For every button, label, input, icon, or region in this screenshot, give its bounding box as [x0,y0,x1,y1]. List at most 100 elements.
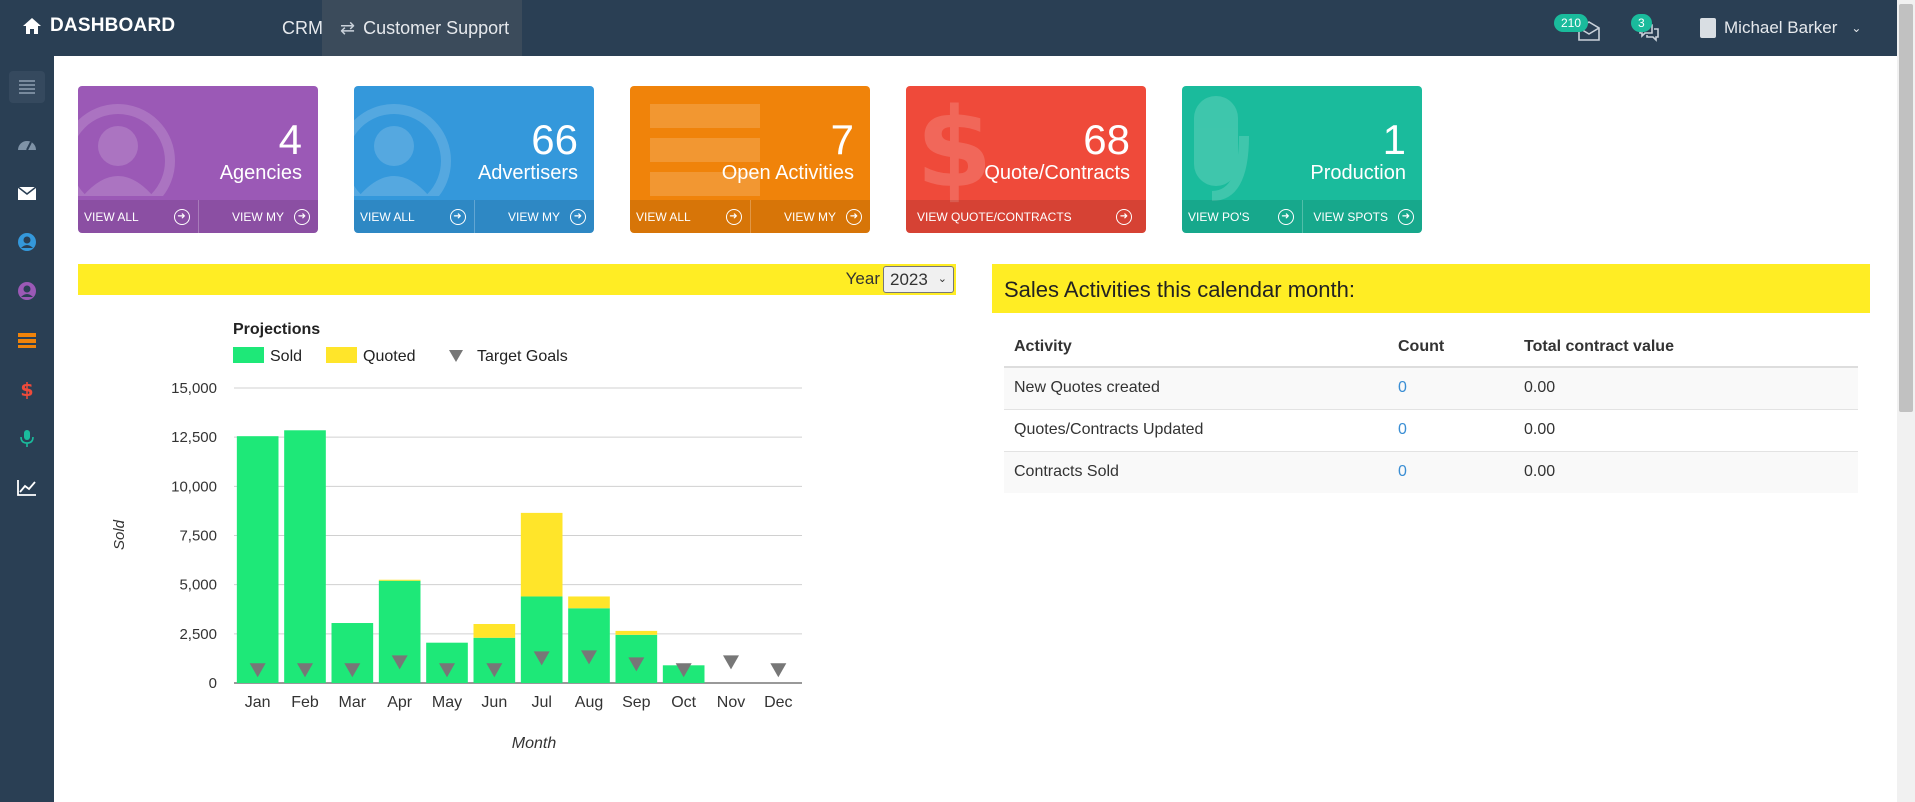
tile-label: Production [1310,162,1406,184]
activity-cell: Quotes/Contracts Updated [1004,408,1388,451]
brand-label: DASHBOARD [50,15,176,36]
y-tick-label: 5,000 [179,577,217,594]
tile-count: 66 [531,116,578,163]
sidebar: $ [0,56,54,802]
x-tick-label: May [432,694,462,711]
view-all-activities-link[interactable]: VIEW ALL ➜ [630,200,750,233]
bar-quoted [473,624,516,638]
sidebar-item-advertisers[interactable] [0,227,54,257]
mail-count-badge: 210 [1554,14,1589,32]
view-spots-link[interactable]: VIEW SPOTS ➜ [1301,200,1423,233]
user-icon [78,104,175,196]
tile-count: 7 [830,116,854,163]
x-tick-label: Apr [387,694,413,711]
swap-arrows-icon: ⇄ [340,17,356,38]
link-label: VIEW MY [783,209,836,224]
dashboard-link[interactable]: DASHBOARD [22,15,175,37]
menu-icon [19,80,35,94]
nav-customer-support[interactable]: ⇄ Customer Support [322,0,522,56]
link-label: VIEW PO'S [1188,209,1250,224]
bar-sold [236,436,279,683]
microphone-icon [1194,96,1249,201]
nav-crm[interactable]: CRM [282,18,323,38]
y-axis-title: Sold [111,519,128,550]
comments-icon[interactable] [1637,22,1661,42]
x-tick-label: Oct [671,694,696,711]
view-all-advertisers-link[interactable]: VIEW ALL ➜ [354,200,474,233]
target-goal-marker [628,657,645,672]
y-tick-label: 0 [209,675,217,692]
link-label: VIEW ALL [636,209,691,224]
sidebar-item-quotes[interactable]: $ [0,374,54,404]
legend-label-target-goals: Target Goals [477,348,568,365]
legend-marker-target-goals [449,350,463,362]
x-tick-label: Mar [339,694,367,711]
arrow-circle-right-icon: ➜ [1398,208,1414,225]
arrow-circle-right-icon: ➜ [846,208,862,225]
tile-agencies[interactable]: 4 Agencies VIEW ALL ➜ VIEW MY ➜ [78,86,318,233]
view-my-advertisers-link[interactable]: VIEW MY ➜ [473,200,595,233]
count-link[interactable]: 0 [1388,408,1514,451]
projections-chart: 0 2,500 5,000 7,500 10,000 12,500 15,000 Jan Feb… [111,321,802,752]
user-circle-icon [18,282,36,300]
table-row: New Quotes created 0 0.00 [1004,366,1858,409]
chart-line-icon [17,480,36,496]
sidebar-item-activities[interactable] [0,325,54,355]
count-link[interactable]: 0 [1388,450,1514,493]
link-label: VIEW MY [231,209,284,224]
x-tick-label: Dec [764,694,792,711]
count-link[interactable]: 0 [1388,366,1514,409]
sidebar-toggle[interactable] [0,71,54,103]
activity-cell: New Quotes created [1004,366,1388,409]
y-tick-label: 15,000 [171,380,217,397]
avatar [1700,18,1716,38]
link-label: VIEW ALL [84,209,139,224]
legend-label-sold: Sold [270,348,302,365]
bar-quoted [520,512,563,597]
x-tick-label: Feb [291,694,319,711]
user-circle-icon [18,233,36,251]
sidebar-item-mail[interactable] [0,178,54,208]
x-tick-label: Nov [717,694,745,711]
table-row: Quotes/Contracts Updated 0 0.00 [1004,408,1858,451]
sidebar-item-dashboard[interactable] [0,129,54,159]
target-goal-marker [344,663,361,678]
list-icon [650,104,760,196]
total-cell: 0.00 [1514,408,1858,451]
view-pos-link[interactable]: VIEW PO'S ➜ [1182,200,1302,233]
tile-advertisers[interactable]: 66 Advertisers VIEW ALL ➜ VIEW MY ➜ [354,86,594,233]
chat-count-badge: 3 [1631,14,1652,32]
bar-quoted [615,630,658,635]
tile-count: 68 [1083,116,1130,163]
sidebar-item-production[interactable] [0,423,54,453]
view-quote-contracts-link[interactable]: VIEW QUOTE/CONTRACTS ➜ [906,200,1146,233]
arrow-circle-right-icon: ➜ [294,208,310,225]
year-filter-bar: Year 2023 ⌄ [78,264,956,295]
user-name: Michael Barker [1724,18,1838,37]
bar-sold [520,596,563,683]
tile-quote-contracts[interactable]: $ 68 Quote/Contracts VIEW QUOTE/CONTRACT… [906,86,1146,233]
sidebar-item-reports[interactable] [0,472,54,502]
tile-production[interactable]: 1 Production VIEW PO'S ➜ VIEW SPOTS ➜ [1182,86,1422,233]
bar-sold [568,608,610,683]
target-goal-marker [675,663,692,678]
tile-count: 1 [1382,116,1406,163]
page-scrollbar-thumb[interactable] [1899,4,1913,412]
target-goal-marker [770,663,787,678]
year-select[interactable]: 2023 ⌄ [883,266,954,293]
user-menu[interactable]: Michael Barker ⌄ [1700,18,1861,38]
nav-customer-support-label: Customer Support [363,17,510,38]
svg-text:$: $ [20,379,33,399]
tile-count: 4 [278,116,302,163]
view-all-agencies-link[interactable]: VIEW ALL ➜ [78,200,198,233]
target-goal-marker [297,663,313,678]
x-axis-title: Month [512,735,557,752]
activity-cell: Contracts Sold [1004,450,1388,493]
view-my-agencies-link[interactable]: VIEW MY ➜ [197,200,319,233]
x-tick-label: Jul [531,694,551,711]
sidebar-item-agencies[interactable] [0,276,54,306]
dashboard-icon [18,141,36,151]
target-goal-marker [391,655,408,670]
view-my-activities-link[interactable]: VIEW MY ➜ [749,200,871,233]
tile-open-activities[interactable]: 7 Open Activities VIEW ALL ➜ VIEW MY ➜ [630,86,870,233]
